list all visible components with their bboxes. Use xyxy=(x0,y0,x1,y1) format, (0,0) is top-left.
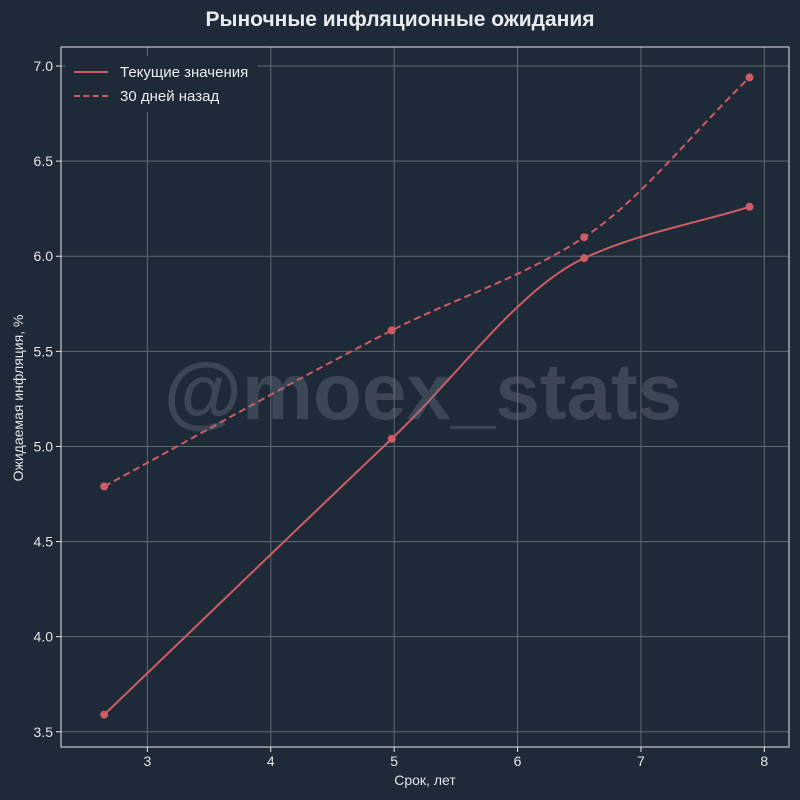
x-tick-label: 4 xyxy=(267,753,275,769)
data-point xyxy=(100,482,109,491)
legend-label-current: Текущие значения xyxy=(120,63,249,81)
y-tick-label: 4.0 xyxy=(34,629,54,645)
data-point xyxy=(100,710,109,719)
data-point xyxy=(580,254,589,263)
x-axis-label: Срок, лет xyxy=(394,772,456,788)
legend-item-30-days-ago: 30 дней назад xyxy=(74,84,248,108)
x-tick-label: 5 xyxy=(390,753,398,769)
x-tick-label: 6 xyxy=(514,753,522,769)
legend-item-current: Текущие значения xyxy=(74,60,248,84)
series-line-30-days-ago xyxy=(103,76,751,488)
x-tick-label: 3 xyxy=(143,753,151,769)
data-points xyxy=(100,73,754,719)
legend-dashed-line-swatch xyxy=(74,95,108,97)
axes-frame xyxy=(60,46,790,748)
series-line-current xyxy=(103,205,750,716)
y-tick-label: 6.5 xyxy=(34,153,54,169)
legend-solid-line-swatch xyxy=(74,71,108,73)
data-point xyxy=(387,326,396,335)
y-tick-label: 5.5 xyxy=(34,343,54,359)
data-point xyxy=(745,202,754,211)
legend-label-30-days-ago: 30 дней назад xyxy=(120,87,220,105)
legend: Текущие значения 30 дней назад xyxy=(66,56,259,112)
grid-lines xyxy=(61,47,789,747)
y-tick-label: 5.0 xyxy=(34,438,54,454)
y-tick-label: 4.5 xyxy=(34,534,54,550)
data-point xyxy=(387,434,396,443)
axis-ticks: 3 4 5 6 7 8 3.5 4.0 4.5 5.0 5.5 6.0 6.5 7.0 xyxy=(34,58,769,769)
y-axis-label: Ожидаемая инфляция, % xyxy=(10,314,26,482)
data-point xyxy=(580,233,589,242)
y-tick-label: 3.5 xyxy=(34,724,54,740)
chart-title: Рыночные инфляционные ожидания xyxy=(205,8,595,31)
x-tick-label: 7 xyxy=(637,753,645,769)
data-point xyxy=(745,73,754,82)
series-lines xyxy=(103,76,751,716)
x-tick-label: 8 xyxy=(760,753,768,769)
y-tick-label: 7.0 xyxy=(34,58,54,74)
y-tick-label: 6.0 xyxy=(34,248,54,264)
